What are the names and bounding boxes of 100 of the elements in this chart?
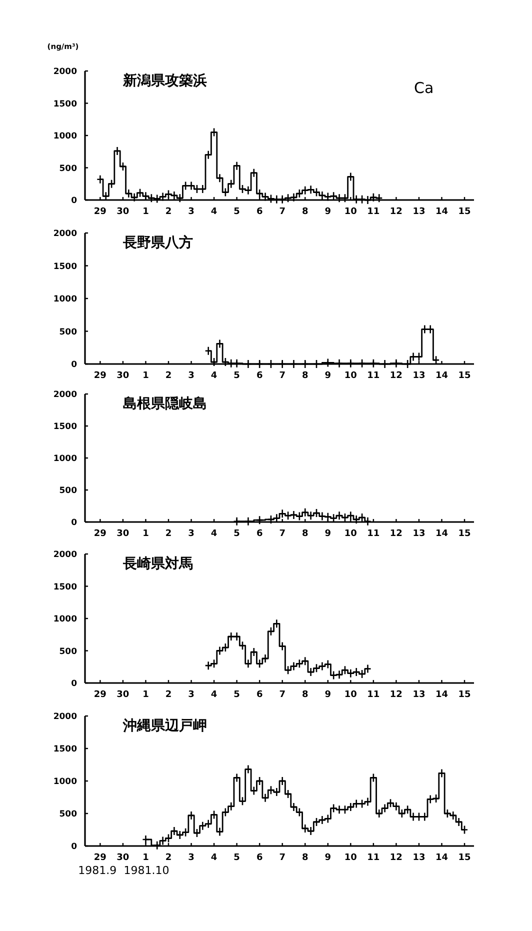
- x-tick-label: 7: [279, 371, 286, 381]
- x-tick-label: 15: [458, 371, 471, 381]
- x-tick-label: 30: [116, 529, 130, 539]
- x-tick-label: 11: [367, 853, 380, 863]
- x-tick-label: 14: [435, 529, 448, 539]
- x-tick-label: 29: [94, 529, 106, 539]
- y-tick-label: 1000: [53, 454, 78, 464]
- y-tick-label: 2000: [53, 712, 78, 722]
- x-tick-label: 12: [390, 853, 402, 863]
- chart-title: 島根県隠岐島: [123, 396, 207, 412]
- x-tick-label: 1: [142, 853, 149, 863]
- x-tick-label: 5: [234, 690, 240, 700]
- x-tick-label: 30: [116, 371, 130, 381]
- x-tick-label: 8: [302, 690, 308, 700]
- x-tick-label: 8: [302, 207, 308, 217]
- x-tick-label: 7: [279, 529, 286, 539]
- x-tick-label: 3: [188, 690, 194, 700]
- x-tick-label: 30: [116, 690, 130, 700]
- x-tick-label: 3: [188, 207, 194, 217]
- y-tick-label: 2000: [53, 229, 78, 239]
- x-tick-label: 6: [256, 690, 263, 700]
- x-tick-label: 4: [210, 853, 218, 863]
- y-tick-label: 500: [59, 164, 78, 174]
- x-tick-label: 9: [324, 207, 332, 217]
- y-tick-label: 0: [71, 196, 78, 206]
- x-tick-label: 10: [344, 690, 357, 700]
- x-tick-label: 7: [279, 207, 286, 217]
- annotation: Ca: [414, 79, 434, 97]
- x-tick-label: 1: [142, 371, 149, 381]
- x-tick-label: 15: [458, 690, 471, 700]
- y-tick-label: 1000: [53, 777, 78, 787]
- x-tick-label: 1: [142, 529, 149, 539]
- x-tick-label: 9: [324, 371, 332, 381]
- y-tick-label: 500: [59, 810, 78, 820]
- x-tick-label: 3: [188, 853, 194, 863]
- x-tick-label: 5: [234, 207, 240, 217]
- x-tick-label: 13: [412, 529, 426, 539]
- x-tick-label: 10: [344, 371, 357, 381]
- x-tick-label: 2: [165, 690, 172, 700]
- x-tick-label: 13: [412, 207, 426, 217]
- y-tick-label: 2000: [53, 550, 78, 560]
- x-tick-label: 11: [367, 371, 380, 381]
- x-tick-label: 7: [279, 853, 286, 863]
- y-tick-label: 1500: [53, 582, 78, 592]
- y-tick-label: 1500: [53, 744, 78, 754]
- y-tick-label: 1000: [53, 294, 78, 304]
- y-tick-label: 0: [71, 518, 78, 528]
- y-tick-label: 2000: [53, 390, 78, 400]
- y-tick-label: 500: [59, 486, 78, 496]
- x-tick-label: 14: [435, 371, 448, 381]
- x-tick-label: 6: [256, 207, 263, 217]
- y-tick-label: 0: [71, 679, 78, 689]
- x-tick-label: 3: [188, 371, 194, 381]
- x-tick-label: 12: [390, 207, 402, 217]
- x-tick-label: 9: [324, 529, 332, 539]
- x-tick-label: 11: [367, 690, 380, 700]
- x-tick-label: 29: [94, 690, 106, 700]
- y-tick-label: 0: [71, 842, 78, 852]
- y-tick-label: 2000: [53, 67, 78, 77]
- x-tick-label: 30: [116, 853, 130, 863]
- y-tick-label: 1000: [53, 132, 78, 142]
- y-tick-label: 500: [59, 327, 78, 338]
- x-tick-label: 2: [165, 853, 172, 863]
- x-tick-label: 1: [142, 207, 149, 217]
- x-tick-label: 15: [458, 207, 471, 217]
- x-tick-label: 30: [116, 207, 130, 217]
- chart-title: 長野県八方: [122, 234, 193, 251]
- text: 1981.10: [124, 864, 170, 877]
- x-tick-label: 4: [210, 207, 218, 217]
- x-tick-label: 6: [256, 529, 263, 539]
- x-tick-label: 12: [390, 690, 402, 700]
- x-tick-label: 15: [458, 529, 471, 539]
- x-tick-label: 11: [367, 529, 380, 539]
- x-tick-label: 13: [412, 690, 426, 700]
- x-tick-label: 9: [324, 853, 332, 863]
- x-tick-label: 2: [165, 529, 172, 539]
- x-tick-label: 10: [344, 207, 357, 217]
- chart-title: 沖縄県辺戸岬: [122, 718, 207, 734]
- x-tick-label: 5: [234, 853, 240, 863]
- x-tick-label: 14: [435, 207, 448, 217]
- x-tick-label: 15: [458, 853, 471, 863]
- x-tick-label: 14: [435, 853, 448, 863]
- chart-title: 新潟県攻築浜: [122, 72, 207, 89]
- x-tick-label: 5: [234, 371, 240, 381]
- x-tick-label: 8: [302, 371, 308, 381]
- x-tick-label: 12: [390, 529, 402, 539]
- x-tick-label: 2: [165, 371, 172, 381]
- x-tick-label: 29: [94, 207, 106, 217]
- x-tick-label: 14: [435, 690, 448, 700]
- text: 1981.9: [78, 864, 117, 877]
- x-tick-label: 4: [210, 690, 218, 700]
- x-tick-label: 4: [210, 529, 218, 539]
- y-tick-label: 500: [59, 646, 78, 657]
- x-tick-label: 29: [94, 371, 106, 381]
- x-tick-label: 29: [94, 853, 106, 863]
- x-tick-label: 12: [390, 371, 402, 381]
- x-tick-label: 2: [165, 207, 172, 217]
- x-tick-label: 3: [188, 529, 194, 539]
- x-tick-label: 6: [256, 371, 263, 381]
- x-tick-label: 5: [234, 529, 240, 539]
